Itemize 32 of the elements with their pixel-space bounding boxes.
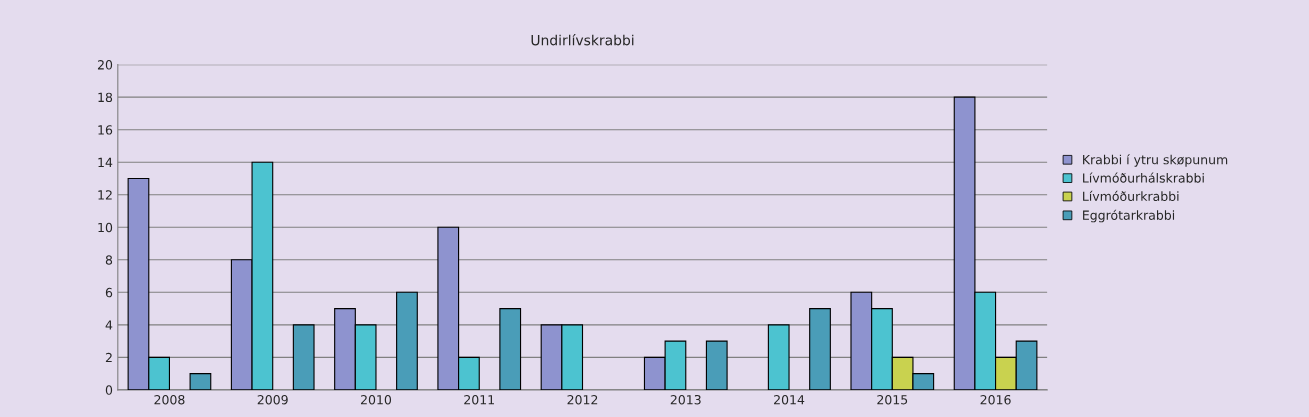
x-tick-label: 2013: [670, 394, 701, 405]
bar: [396, 291, 418, 390]
y-tick-label: 12: [98, 190, 112, 200]
y-tick-label: 20: [97, 60, 113, 70]
y-tick-label: 18: [98, 92, 113, 103]
x-tick-label: 2008: [154, 394, 185, 405]
y-tick-label: 16: [98, 125, 113, 135]
legend-label: Krabbi í ytru skøpunum: [1083, 154, 1228, 167]
x-tick-label: 2016: [980, 394, 1011, 405]
bar: [705, 340, 728, 390]
y-tick-label: 8: [105, 255, 113, 265]
x-tick-label: 2010: [360, 394, 392, 405]
x-tick-label: 2012: [567, 394, 598, 405]
chart-title: Undirlívskrabbi: [531, 34, 634, 46]
y-tick-label: 6: [105, 287, 113, 298]
bar: [767, 324, 790, 390]
x-tick-label: 2015: [877, 394, 908, 405]
bar: [189, 373, 212, 390]
x-tick-label: 2011: [464, 394, 494, 405]
legend-label: Lívmóðurkrabbi: [1083, 190, 1179, 202]
y-tick-label: 2: [105, 352, 112, 363]
bar: [809, 308, 831, 390]
y-tick-label: 10: [98, 222, 113, 233]
y-tick-label: 4: [105, 320, 113, 330]
legend-label: Eggrótarkrabbi: [1083, 209, 1175, 223]
x-tick-label: 2014: [774, 394, 805, 405]
y-tick-label: 14: [98, 157, 113, 167]
bar: [499, 308, 522, 390]
y-tick-label: 0: [105, 385, 113, 395]
bar: [292, 324, 315, 390]
x-tick-label: 2009: [257, 394, 288, 405]
legend-label: Lívmóðurhálskrabbi: [1083, 172, 1204, 183]
